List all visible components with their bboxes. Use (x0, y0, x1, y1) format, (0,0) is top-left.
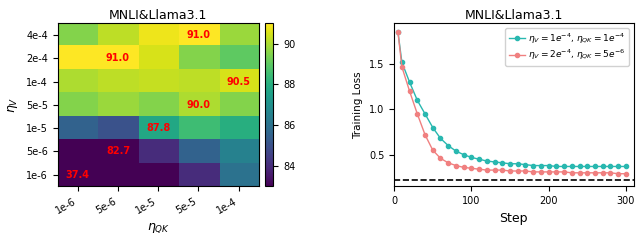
$\eta_V = 1e^{-4}$, $\eta_{QK} = 1e^{-4}$ (491, 161, 499, 163)
Title: MNLI&Llama3.1: MNLI&Llama3.1 (109, 9, 207, 22)
Legend: $\eta_V = 1e^{-4}$, $\eta_{QK} = 1e^{-4}$, $\eta_V = 2e^{-4}$, $\eta_{QK} = 5e^{: $\eta_V = 1e^{-4}$, $\eta_{QK} = 1e^{-4}… (505, 28, 629, 66)
$\eta_V = 2e^{-4}$, $\eta_{QK} = 5e^{-6}$ (522, 170, 529, 172)
$\eta_V = 2e^{-4}$, $\eta_{QK} = 5e^{-6}$ (394, 31, 402, 34)
$\eta_V = 1e^{-4}$, $\eta_{QK} = 1e^{-4}$ (394, 31, 402, 34)
Title: MNLI&Llama3.1: MNLI&Llama3.1 (465, 9, 563, 22)
$\eta_V = 1e^{-4}$, $\eta_{QK} = 1e^{-4}$ (421, 113, 429, 115)
$\eta_V = 1e^{-4}$, $\eta_{QK} = 1e^{-4}$ (591, 165, 599, 168)
Text: 91.0: 91.0 (186, 30, 211, 40)
$\eta_V = 2e^{-4}$, $\eta_{QK} = 5e^{-6}$ (413, 113, 421, 115)
Y-axis label: Training Loss: Training Loss (353, 71, 364, 139)
$\eta_V = 1e^{-4}$, $\eta_{QK} = 1e^{-4}$ (436, 137, 444, 140)
$\eta_V = 2e^{-4}$, $\eta_{QK} = 5e^{-6}$ (591, 171, 599, 174)
Text: 90.5: 90.5 (227, 77, 251, 86)
$\eta_V = 2e^{-4}$, $\eta_{QK} = 5e^{-6}$ (584, 171, 591, 174)
$\eta_V = 1e^{-4}$, $\eta_{QK} = 1e^{-4}$ (452, 150, 460, 152)
$\eta_V = 2e^{-4}$, $\eta_{QK} = 5e^{-6}$ (491, 169, 499, 171)
$\eta_V = 1e^{-4}$, $\eta_{QK} = 1e^{-4}$ (468, 156, 476, 159)
$\eta_V = 2e^{-4}$, $\eta_{QK} = 5e^{-6}$ (545, 171, 552, 173)
X-axis label: $\eta_{QK}$: $\eta_{QK}$ (147, 221, 170, 233)
$\eta_V = 2e^{-4}$, $\eta_{QK} = 5e^{-6}$ (436, 157, 444, 160)
$\eta_V = 2e^{-4}$, $\eta_{QK} = 5e^{-6}$ (568, 171, 575, 174)
$\eta_V = 1e^{-4}$, $\eta_{QK} = 1e^{-4}$ (622, 165, 630, 168)
$\eta_V = 1e^{-4}$, $\eta_{QK} = 1e^{-4}$ (568, 165, 575, 168)
$\eta_V = 2e^{-4}$, $\eta_{QK} = 5e^{-6}$ (576, 171, 584, 174)
$\eta_V = 1e^{-4}$, $\eta_{QK} = 1e^{-4}$ (614, 165, 622, 168)
Line: $\eta_V = 1e^{-4}$, $\eta_{QK} = 1e^{-4}$: $\eta_V = 1e^{-4}$, $\eta_{QK} = 1e^{-4}… (396, 30, 628, 168)
Y-axis label: $\eta_V$: $\eta_V$ (6, 97, 20, 113)
$\eta_V = 2e^{-4}$, $\eta_{QK} = 5e^{-6}$ (537, 171, 545, 173)
$\eta_V = 2e^{-4}$, $\eta_{QK} = 5e^{-6}$ (429, 149, 436, 151)
$\eta_V = 1e^{-4}$, $\eta_{QK} = 1e^{-4}$ (607, 165, 614, 168)
$\eta_V = 1e^{-4}$, $\eta_{QK} = 1e^{-4}$ (499, 161, 506, 164)
$\eta_V = 2e^{-4}$, $\eta_{QK} = 5e^{-6}$ (560, 171, 568, 173)
$\eta_V = 2e^{-4}$, $\eta_{QK} = 5e^{-6}$ (552, 171, 560, 173)
$\eta_V = 1e^{-4}$, $\eta_{QK} = 1e^{-4}$ (398, 61, 406, 64)
$\eta_V = 2e^{-4}$, $\eta_{QK} = 5e^{-6}$ (499, 169, 506, 171)
$\eta_V = 2e^{-4}$, $\eta_{QK} = 5e^{-6}$ (514, 170, 522, 172)
$\eta_V = 1e^{-4}$, $\eta_{QK} = 1e^{-4}$ (506, 162, 514, 165)
$\eta_V = 1e^{-4}$, $\eta_{QK} = 1e^{-4}$ (545, 164, 552, 167)
Text: 90.0: 90.0 (186, 100, 211, 110)
$\eta_V = 2e^{-4}$, $\eta_{QK} = 5e^{-6}$ (599, 171, 607, 174)
$\eta_V = 1e^{-4}$, $\eta_{QK} = 1e^{-4}$ (483, 160, 491, 162)
$\eta_V = 2e^{-4}$, $\eta_{QK} = 5e^{-6}$ (476, 168, 483, 171)
Line: $\eta_V = 2e^{-4}$, $\eta_{QK} = 5e^{-6}$: $\eta_V = 2e^{-4}$, $\eta_{QK} = 5e^{-6}… (396, 30, 628, 176)
$\eta_V = 1e^{-4}$, $\eta_{QK} = 1e^{-4}$ (522, 163, 529, 166)
$\eta_V = 2e^{-4}$, $\eta_{QK} = 5e^{-6}$ (460, 166, 467, 169)
Text: 82.7: 82.7 (106, 147, 130, 156)
$\eta_V = 2e^{-4}$, $\eta_{QK} = 5e^{-6}$ (529, 171, 537, 173)
$\eta_V = 2e^{-4}$, $\eta_{QK} = 5e^{-6}$ (398, 65, 406, 68)
$\eta_V = 1e^{-4}$, $\eta_{QK} = 1e^{-4}$ (444, 144, 452, 147)
$\eta_V = 1e^{-4}$, $\eta_{QK} = 1e^{-4}$ (599, 165, 607, 168)
$\eta_V = 2e^{-4}$, $\eta_{QK} = 5e^{-6}$ (483, 169, 491, 171)
$\eta_V = 2e^{-4}$, $\eta_{QK} = 5e^{-6}$ (614, 172, 622, 175)
Text: 91.0: 91.0 (106, 53, 130, 63)
$\eta_V = 2e^{-4}$, $\eta_{QK} = 5e^{-6}$ (421, 133, 429, 136)
$\eta_V = 2e^{-4}$, $\eta_{QK} = 5e^{-6}$ (506, 170, 514, 172)
$\eta_V = 2e^{-4}$, $\eta_{QK} = 5e^{-6}$ (406, 90, 413, 93)
$\eta_V = 1e^{-4}$, $\eta_{QK} = 1e^{-4}$ (529, 164, 537, 167)
$\eta_V = 1e^{-4}$, $\eta_{QK} = 1e^{-4}$ (584, 165, 591, 168)
$\eta_V = 1e^{-4}$, $\eta_{QK} = 1e^{-4}$ (413, 99, 421, 102)
$\eta_V = 2e^{-4}$, $\eta_{QK} = 5e^{-6}$ (468, 167, 476, 170)
Text: 87.8: 87.8 (146, 123, 170, 133)
$\eta_V = 1e^{-4}$, $\eta_{QK} = 1e^{-4}$ (514, 162, 522, 165)
$\eta_V = 1e^{-4}$, $\eta_{QK} = 1e^{-4}$ (537, 164, 545, 167)
$\eta_V = 2e^{-4}$, $\eta_{QK} = 5e^{-6}$ (444, 161, 452, 164)
$\eta_V = 2e^{-4}$, $\eta_{QK} = 5e^{-6}$ (622, 172, 630, 175)
X-axis label: Step: Step (500, 212, 528, 225)
$\eta_V = 2e^{-4}$, $\eta_{QK} = 5e^{-6}$ (452, 164, 460, 167)
$\eta_V = 1e^{-4}$, $\eta_{QK} = 1e^{-4}$ (576, 165, 584, 168)
$\eta_V = 1e^{-4}$, $\eta_{QK} = 1e^{-4}$ (552, 165, 560, 168)
$\eta_V = 1e^{-4}$, $\eta_{QK} = 1e^{-4}$ (460, 153, 467, 156)
$\eta_V = 1e^{-4}$, $\eta_{QK} = 1e^{-4}$ (560, 165, 568, 168)
$\eta_V = 1e^{-4}$, $\eta_{QK} = 1e^{-4}$ (476, 158, 483, 161)
$\eta_V = 2e^{-4}$, $\eta_{QK} = 5e^{-6}$ (607, 171, 614, 174)
$\eta_V = 1e^{-4}$, $\eta_{QK} = 1e^{-4}$ (429, 126, 436, 129)
Text: 37.4: 37.4 (66, 170, 90, 180)
$\eta_V = 1e^{-4}$, $\eta_{QK} = 1e^{-4}$ (406, 81, 413, 84)
